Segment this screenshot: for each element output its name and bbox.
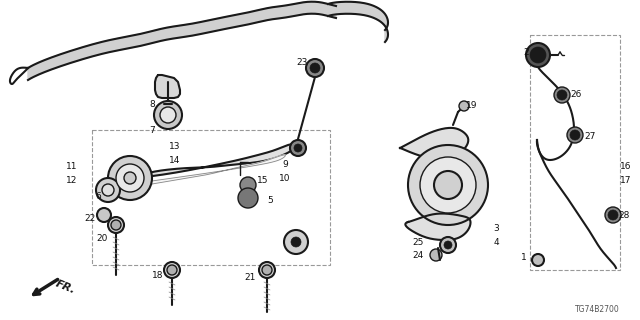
Polygon shape bbox=[405, 213, 470, 240]
Text: 10: 10 bbox=[279, 173, 291, 182]
Circle shape bbox=[240, 177, 256, 193]
Text: 26: 26 bbox=[570, 90, 582, 99]
Circle shape bbox=[554, 87, 570, 103]
Circle shape bbox=[532, 254, 544, 266]
Text: 23: 23 bbox=[296, 58, 308, 67]
Circle shape bbox=[567, 127, 583, 143]
Circle shape bbox=[154, 101, 182, 129]
Polygon shape bbox=[155, 75, 180, 98]
Circle shape bbox=[284, 230, 308, 254]
Text: 11: 11 bbox=[67, 162, 77, 171]
Circle shape bbox=[310, 63, 320, 73]
Text: 9: 9 bbox=[282, 159, 288, 169]
Circle shape bbox=[97, 208, 111, 222]
Circle shape bbox=[430, 249, 442, 261]
Polygon shape bbox=[400, 128, 468, 160]
Polygon shape bbox=[118, 155, 285, 191]
Circle shape bbox=[306, 59, 324, 77]
Circle shape bbox=[291, 237, 301, 247]
Text: 15: 15 bbox=[257, 175, 269, 185]
Text: 27: 27 bbox=[584, 132, 596, 140]
Circle shape bbox=[238, 188, 258, 208]
Text: 18: 18 bbox=[152, 270, 164, 279]
Circle shape bbox=[608, 210, 618, 220]
Circle shape bbox=[160, 107, 176, 123]
Text: 14: 14 bbox=[170, 156, 180, 164]
Text: 16: 16 bbox=[620, 162, 632, 171]
Text: 5: 5 bbox=[267, 196, 273, 204]
Text: 20: 20 bbox=[96, 234, 108, 243]
Text: 22: 22 bbox=[84, 213, 95, 222]
Circle shape bbox=[526, 43, 550, 67]
Circle shape bbox=[164, 262, 180, 278]
Text: 6: 6 bbox=[95, 191, 101, 201]
Circle shape bbox=[557, 90, 567, 100]
Circle shape bbox=[124, 172, 136, 184]
Circle shape bbox=[530, 47, 546, 63]
Circle shape bbox=[605, 207, 621, 223]
Text: 8: 8 bbox=[149, 100, 155, 108]
Circle shape bbox=[96, 178, 120, 202]
Circle shape bbox=[116, 164, 144, 192]
Text: FR.: FR. bbox=[54, 278, 77, 296]
Text: 12: 12 bbox=[67, 175, 77, 185]
Circle shape bbox=[440, 237, 456, 253]
Circle shape bbox=[408, 145, 488, 225]
Circle shape bbox=[108, 217, 124, 233]
Text: 7: 7 bbox=[149, 125, 155, 134]
Polygon shape bbox=[106, 144, 295, 193]
Text: 21: 21 bbox=[244, 274, 256, 283]
Text: TG74B2700: TG74B2700 bbox=[575, 305, 620, 314]
Text: 25: 25 bbox=[412, 237, 424, 246]
Circle shape bbox=[444, 241, 452, 249]
Circle shape bbox=[167, 265, 177, 275]
Circle shape bbox=[434, 171, 462, 199]
Text: 3: 3 bbox=[493, 223, 499, 233]
Circle shape bbox=[262, 265, 272, 275]
Text: 24: 24 bbox=[412, 252, 424, 260]
Polygon shape bbox=[28, 2, 336, 80]
Circle shape bbox=[294, 144, 302, 152]
Circle shape bbox=[420, 157, 476, 213]
Text: 19: 19 bbox=[467, 100, 477, 109]
Circle shape bbox=[111, 220, 121, 230]
Circle shape bbox=[570, 130, 580, 140]
Text: 2: 2 bbox=[523, 47, 529, 57]
Text: 4: 4 bbox=[493, 237, 499, 246]
Text: 17: 17 bbox=[620, 175, 632, 185]
Text: 28: 28 bbox=[618, 211, 630, 220]
Text: 1: 1 bbox=[521, 253, 527, 262]
Circle shape bbox=[290, 140, 306, 156]
Circle shape bbox=[259, 262, 275, 278]
Circle shape bbox=[108, 156, 152, 200]
Circle shape bbox=[459, 101, 469, 111]
Polygon shape bbox=[328, 2, 388, 42]
Text: 13: 13 bbox=[169, 141, 180, 150]
Circle shape bbox=[102, 184, 114, 196]
